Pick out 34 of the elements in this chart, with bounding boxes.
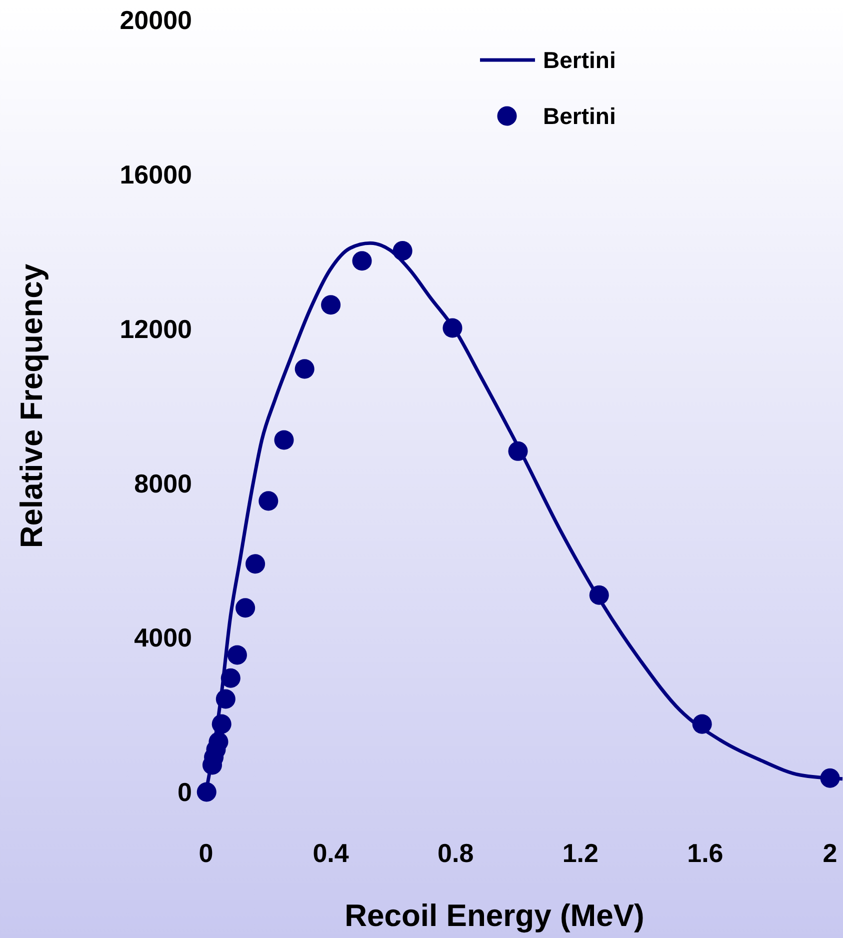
x-tick-label: 0.8 <box>438 838 474 868</box>
point <box>294 359 314 379</box>
y-axis-title: Relative Frequency <box>14 263 49 548</box>
x-tick-label: 1.2 <box>562 838 598 868</box>
y-tick-label: 20000 <box>120 5 192 36</box>
y-tick-label: 12000 <box>120 314 192 344</box>
x-tick-label: 1.6 <box>687 838 724 868</box>
y-tick-label: 0 <box>178 777 192 808</box>
legend-label: Bertini <box>543 103 616 130</box>
x-axis-title: Recoil Energy (MeV) <box>344 898 644 933</box>
point <box>589 585 609 605</box>
point <box>442 318 462 338</box>
x-tick-label: 0.4 <box>312 838 350 868</box>
point <box>227 645 247 665</box>
point <box>692 714 712 734</box>
point <box>321 295 341 315</box>
point <box>392 241 412 261</box>
point <box>196 782 216 802</box>
point <box>258 491 278 511</box>
point <box>820 768 840 788</box>
y-tick-label: 8000 <box>134 468 192 498</box>
point <box>216 689 236 709</box>
point <box>246 554 266 574</box>
point <box>236 598 256 618</box>
point <box>508 441 528 461</box>
x-tick-label: 0 <box>198 838 214 868</box>
y-tick-label: 4000 <box>134 622 192 653</box>
point <box>274 430 294 450</box>
point <box>212 714 232 734</box>
y-tick-label: 16000 <box>120 160 192 190</box>
x-tick-label: 2 <box>822 838 838 868</box>
point <box>220 668 240 688</box>
point <box>352 251 372 271</box>
legend-label: Bertini <box>543 47 616 74</box>
